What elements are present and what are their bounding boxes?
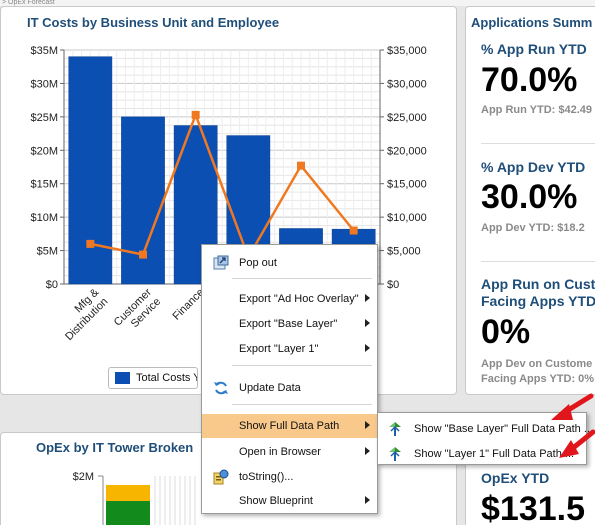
right-tick-label: $10,000	[387, 212, 427, 224]
opex-tower-title: OpEx by IT Tower Broken	[36, 440, 194, 455]
menu-item-update-data[interactable]: Update Data	[202, 376, 377, 400]
menu-item-open-in-browser[interactable]: Open in Browser	[202, 440, 377, 464]
app-dev-ytd-amount: App Dev YTD: $18.2	[481, 222, 585, 234]
left-tick-label: $0	[46, 279, 58, 291]
app-run-customer-value: 0%	[481, 313, 531, 351]
app-run-customer-label-2: Facing Apps YTD	[481, 293, 595, 309]
menu-item-label: Export "Layer 1"	[239, 343, 319, 355]
opex-tower-bar-segment	[106, 485, 150, 501]
menu-item-tostring[interactable]: toString()...	[202, 465, 377, 489]
opex-tower-bar-segment	[106, 501, 150, 525]
menu-item-export-base-layer[interactable]: Export "Base Layer"	[202, 312, 377, 336]
app-run-ytd-value: 70.0%	[481, 61, 578, 99]
left-tick-label: $20M	[30, 145, 58, 157]
series-line	[90, 111, 355, 261]
opex-ytd-value: $131.5	[481, 490, 585, 525]
right-tick-label: $25,000	[387, 112, 427, 124]
app-dev-ytd-value: 30.0%	[481, 178, 578, 216]
opex-ytd-label: OpEx YTD	[481, 470, 550, 486]
opex-tower-tick: $2M	[73, 471, 94, 483]
data-path-icon	[389, 422, 401, 436]
applications-summary-panel	[465, 6, 595, 395]
menu-item-label: Show Blueprint	[239, 495, 313, 507]
right-tick-label: $20,000	[387, 145, 427, 157]
left-tick-label: $5M	[37, 246, 58, 258]
left-tick-label: $35M	[30, 45, 58, 57]
submenu-arrow-icon	[365, 294, 370, 302]
legend-swatch	[115, 372, 130, 384]
data-path-icon	[389, 447, 401, 461]
menu-item-label: Update Data	[239, 382, 301, 394]
left-tick-label: $30M	[30, 78, 58, 90]
menu-item-label: toString()...	[239, 471, 294, 483]
full-data-path-submenu: Show "Base Layer" Full Data Path ... Sho…	[377, 412, 593, 466]
left-tick-label: $10M	[30, 212, 58, 224]
line-point	[139, 250, 147, 259]
menu-item-export-layer-1[interactable]: Export "Layer 1"	[202, 337, 377, 361]
applications-summary: Applications Summ % App Run YTD 70.0% Ap…	[465, 8, 595, 395]
refresh-icon	[214, 381, 228, 395]
left-tick-label: $25M	[30, 112, 58, 124]
menu-item-label: Open in Browser	[239, 446, 321, 458]
line-point	[297, 161, 305, 170]
submenu-item-label: Show "Layer 1" Full Data Path ...	[414, 448, 575, 460]
menu-separator	[232, 365, 372, 366]
menu-item-label: Export "Ad Hoc Overlay"	[239, 293, 359, 305]
app-run-ytd-label: % App Run YTD	[481, 41, 587, 57]
context-menu: Pop out Export "Ad Hoc Overlay" Export "…	[201, 244, 378, 514]
right-tick-label: $30,000	[387, 78, 427, 90]
sidebar-divider	[481, 143, 595, 144]
sidebar-divider	[481, 261, 595, 262]
line-point	[191, 110, 200, 119]
right-tick-label: $15,000	[387, 179, 427, 191]
app-run-ytd-amount: App Run YTD: $42.49	[481, 104, 593, 116]
tostring-icon	[213, 469, 229, 485]
menu-item-pop-out[interactable]: Pop out	[202, 251, 377, 275]
submenu-item-label: Show "Base Layer" Full Data Path ...	[414, 423, 594, 435]
bar	[121, 116, 165, 285]
submenu-arrow-icon	[365, 447, 370, 455]
submenu-arrow-icon	[365, 421, 370, 429]
bar	[68, 56, 113, 285]
opex-tower-chart[interactable]: $2M	[0, 460, 200, 525]
annotation-arrow-icon	[551, 393, 594, 420]
applications-summary-title: Applications Summ	[471, 15, 593, 30]
app-dev-customer-label-2: Facing Apps YTD: 0%	[481, 373, 595, 385]
it-costs-title: IT Costs by Business Unit and Employee	[27, 15, 280, 30]
menu-item-label: Export "Base Layer"	[239, 318, 338, 330]
submenu-arrow-icon	[365, 319, 370, 327]
menu-separator	[232, 404, 372, 405]
menu-separator	[232, 278, 372, 279]
right-tick-label: $0	[387, 279, 399, 291]
chart-legend[interactable]: Total Costs YTD	[108, 367, 198, 389]
menu-item-show-blueprint[interactable]: Show Blueprint	[202, 489, 377, 513]
menu-item-show-full-data-path[interactable]: Show Full Data Path	[202, 414, 377, 438]
left-tick-label: $15M	[30, 179, 58, 191]
pop-out-icon	[213, 255, 229, 270]
annotation-arrow-icon	[559, 429, 595, 458]
legend-label: Total Costs YTD	[136, 372, 197, 384]
line-point	[349, 226, 358, 235]
submenu-item-base-layer-path[interactable]: Show "Base Layer" Full Data Path ...	[378, 417, 593, 441]
app-run-customer-label-1: App Run on Custo	[481, 276, 595, 292]
menu-item-label: Show Full Data Path	[239, 420, 340, 432]
window-title-strip: > OpEx Forecast	[0, 0, 595, 6]
menu-item-export-ad-hoc-overlay[interactable]: Export "Ad Hoc Overlay"	[202, 287, 377, 311]
app-dev-ytd-label: % App Dev YTD	[481, 159, 586, 175]
app-dev-customer-label-1: App Dev on Custome	[481, 358, 593, 370]
right-tick-label: $35,000	[387, 45, 427, 57]
right-tick-label: $5,000	[387, 246, 421, 258]
submenu-arrow-icon	[365, 344, 370, 352]
line-point	[86, 239, 95, 248]
menu-item-label: Pop out	[239, 257, 277, 269]
category-label: Mfg &Distribution	[63, 286, 110, 343]
submenu-arrow-icon	[365, 496, 370, 504]
submenu-item-layer-1-path[interactable]: Show "Layer 1" Full Data Path ...	[378, 442, 586, 466]
